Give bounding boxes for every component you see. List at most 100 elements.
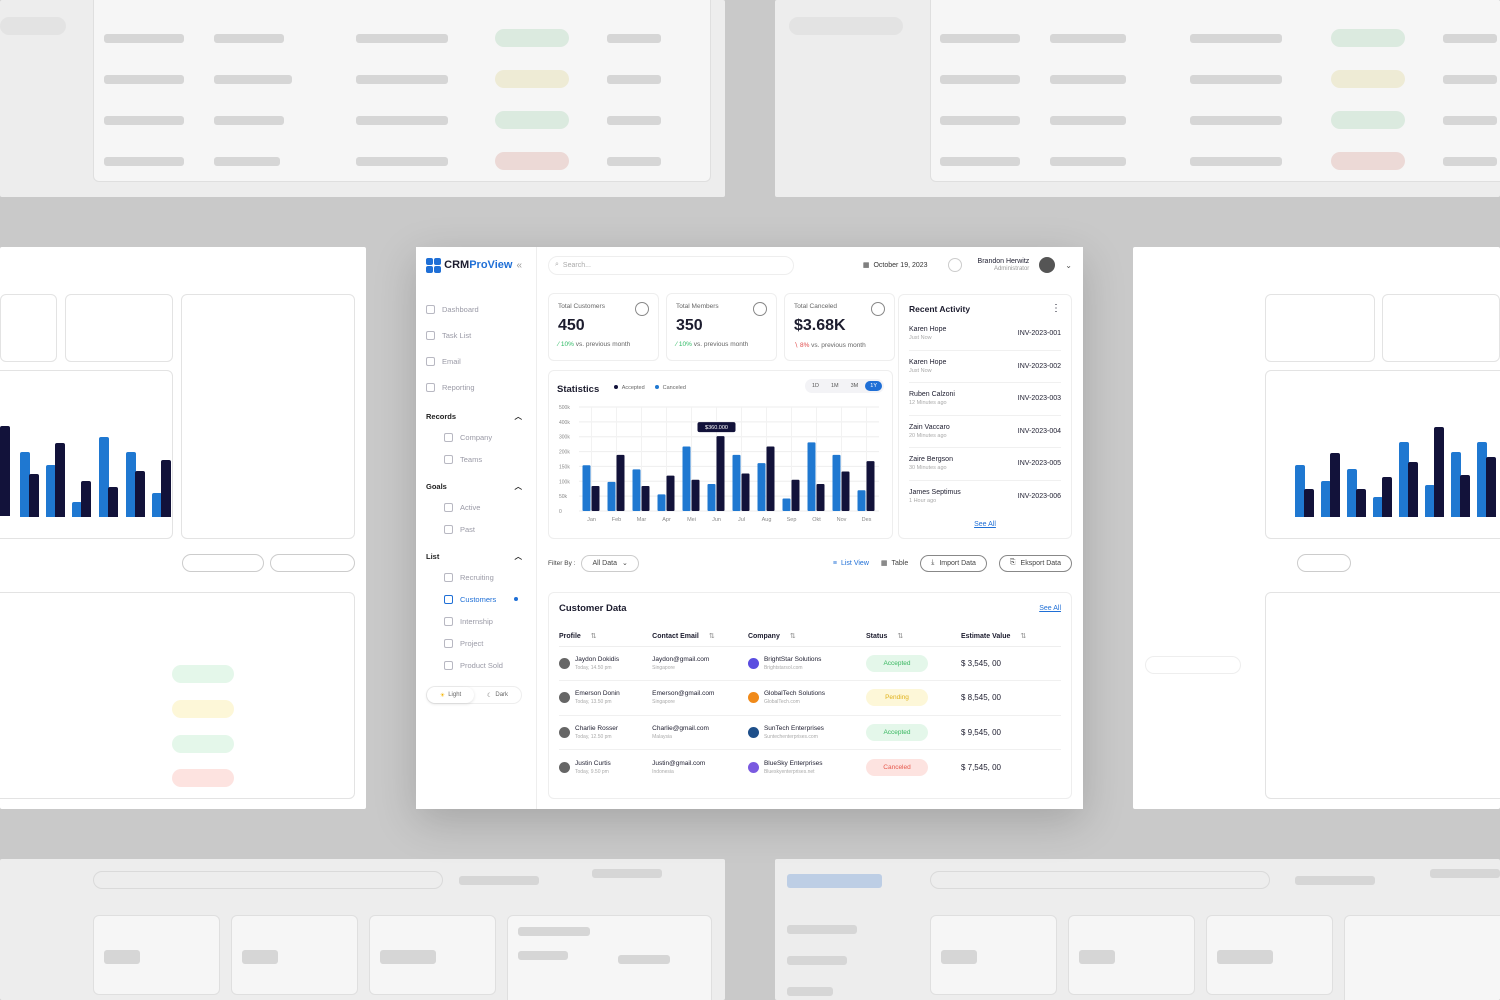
list-view-toggle[interactable]: ≡ List View <box>832 559 869 567</box>
sort-icon[interactable]: ⇅ <box>789 632 796 640</box>
nav-dashboard[interactable]: Dashboard <box>426 296 536 322</box>
nav-project[interactable]: Project <box>426 632 536 654</box>
section-goals[interactable]: Goals ︿ <box>426 481 523 491</box>
bar-canceled-nov[interactable] <box>841 471 850 511</box>
chevron-up-icon: ︿ <box>514 481 523 491</box>
x-tick-label: Des <box>862 517 872 523</box>
y-tick-label: 150k <box>559 464 570 470</box>
nav-customers[interactable]: Customers <box>426 588 536 610</box>
search-input[interactable]: ⌕ Search... <box>548 255 794 275</box>
sort-icon[interactable]: ⇅ <box>708 632 715 640</box>
bar-accepted-apr[interactable] <box>657 494 666 511</box>
table-row[interactable]: Charlie Rosser Today, 12.50 pm Charlie@gm… <box>559 715 1061 750</box>
bar-accepted-aug[interactable] <box>757 463 766 511</box>
bar-canceled-sep[interactable] <box>791 479 800 511</box>
collapse-sidebar-icon[interactable]: « <box>516 259 522 271</box>
sort-icon[interactable]: ⇅ <box>1020 632 1027 640</box>
x-tick-label: Mar <box>637 517 647 523</box>
activity-row[interactable]: Karen Hope Just Now INV-2023-001 <box>909 318 1061 351</box>
table-row[interactable]: Justin Curtis Today, 9.50 pm Justin@gmail… <box>559 750 1061 785</box>
estimate-value: $ 9,545, 00 <box>960 727 1001 737</box>
logo[interactable]: CRMProView « <box>426 248 536 282</box>
activity-row[interactable]: James Septimus 1 Hour ago INV-2023-006 <box>909 489 1061 505</box>
see-all-activity-link[interactable]: See All <box>974 521 996 528</box>
customer-table: Profile ⇅ Contact Email ⇅ Company ⇅ Status ⇅ Est… <box>559 626 1061 784</box>
trend-up-icon: ⁄ <box>676 341 678 348</box>
bar-canceled-jun[interactable] <box>716 436 725 511</box>
nav-company[interactable]: Company <box>426 426 536 448</box>
bar-canceled-mei[interactable] <box>691 479 700 511</box>
company-logo-icon <box>747 657 759 669</box>
x-tick-label: Feb <box>612 517 621 523</box>
range-selector: 1D 1M 3M 1Y <box>804 379 884 393</box>
nav-active[interactable]: Active <box>426 496 536 518</box>
range-1m[interactable]: 1M <box>830 383 839 389</box>
y-tick-label: 100k <box>559 479 570 485</box>
background-mockup-bottom-left <box>0 859 725 1000</box>
stats-row: Total Customers 450 ⁄ 10% vs. previous mo… <box>548 293 1072 361</box>
bell-icon[interactable] <box>947 258 962 272</box>
nav-product-sold[interactable]: Product Sold <box>426 654 536 676</box>
dashboard-icon <box>426 304 435 314</box>
nav-recruiting[interactable]: Recruiting <box>426 566 536 588</box>
bar-canceled-aug[interactable] <box>766 446 775 511</box>
bar-accepted-jun[interactable] <box>707 483 716 511</box>
bar-canceled-mar[interactable] <box>641 486 650 511</box>
active-icon <box>444 502 453 512</box>
column-header[interactable]: Contact Email ⇅ <box>652 626 748 647</box>
nav-reporting[interactable]: Reporting <box>426 374 536 400</box>
bar-accepted-jan[interactable] <box>582 465 591 511</box>
recent-activity-card: Recent Activity ⋮ Karen Hope Just Now INV-2… <box>898 294 1072 539</box>
user-info[interactable]: Brandon Herwitz Administrator <box>977 258 1030 272</box>
light-mode-button[interactable]: ☀ Light <box>427 687 474 703</box>
bar-accepted-nov[interactable] <box>832 454 841 511</box>
import-data-button[interactable]: ⤓ Import Data <box>920 554 987 572</box>
x-tick-label: Okt <box>812 517 821 523</box>
table-row[interactable]: Emerson Donin Today, 13.50 pm Emerson@gma… <box>559 680 1061 716</box>
bar-canceled-apr[interactable] <box>666 475 675 511</box>
table-view-toggle[interactable]: ▦ Table <box>880 559 909 568</box>
activity-row[interactable]: Zaire Bergson 30 Minutes ago INV-2023-005 <box>909 448 1061 481</box>
dark-mode-button[interactable]: ☾ Dark <box>486 692 509 699</box>
nav-internship[interactable]: Internship <box>426 610 536 632</box>
nav-past[interactable]: Past <box>426 518 536 540</box>
table-row[interactable]: Jaydon Dokidis Today, 14.50 pm Jaydon@gma… <box>559 646 1061 681</box>
bar-canceled-okt[interactable] <box>816 483 825 511</box>
more-options-icon[interactable]: ⋮ <box>1051 303 1061 314</box>
column-header[interactable]: Company ⇅ <box>747 626 866 647</box>
section-records[interactable]: Records ︿ <box>426 411 522 421</box>
bar-accepted-des[interactable] <box>857 490 866 511</box>
bar-canceled-jul[interactable] <box>741 473 750 511</box>
date-display[interactable]: ▦ October 19, 2023 <box>862 261 928 270</box>
chevron-down-icon[interactable]: ⌄ <box>1065 260 1072 270</box>
range-1y[interactable]: 1Y <box>865 381 882 391</box>
nav-teams[interactable]: Teams <box>426 448 536 470</box>
bar-accepted-okt[interactable] <box>807 442 816 511</box>
nav-task-list[interactable]: Task List <box>426 322 536 348</box>
sort-icon[interactable]: ⇅ <box>897 632 904 640</box>
column-header[interactable]: Estimate Value ⇅ <box>960 626 1061 647</box>
nav-email[interactable]: Email <box>426 348 536 374</box>
bar-canceled-jan[interactable] <box>591 486 600 511</box>
activity-row[interactable]: Ruben Calzoni 12 Minutes ago INV-2023-003 <box>909 383 1061 416</box>
see-all-customers-link[interactable]: See All <box>1039 605 1061 612</box>
sort-icon[interactable]: ⇅ <box>590 632 597 640</box>
bar-accepted-sep[interactable] <box>782 498 791 511</box>
activity-row[interactable]: Zain Vaccaro 20 Minutes ago INV-2023-004 <box>909 416 1061 448</box>
column-header[interactable]: Status ⇅ <box>866 626 961 647</box>
section-list[interactable]: List ︿ <box>426 551 522 561</box>
bar-canceled-feb[interactable] <box>616 454 625 511</box>
bar-canceled-des[interactable] <box>866 461 875 511</box>
activity-row[interactable]: Karen Hope Just Now INV-2023-002 <box>909 351 1061 383</box>
customer-data-card: Customer Data See All Profile ⇅ Contact Em… <box>548 592 1072 799</box>
bar-accepted-jul[interactable] <box>732 454 741 511</box>
export-data-button[interactable]: ⎘ Eksport Data <box>998 554 1072 572</box>
bar-accepted-mei[interactable] <box>682 446 691 511</box>
range-1d[interactable]: 1D <box>811 383 819 389</box>
bar-accepted-feb[interactable] <box>607 481 616 511</box>
avatar[interactable] <box>1039 257 1056 273</box>
column-header[interactable]: Profile ⇅ <box>559 626 653 647</box>
range-3m[interactable]: 3M <box>850 383 859 389</box>
bar-accepted-mar[interactable] <box>632 469 641 511</box>
filter-dropdown[interactable]: All Data ⌄ <box>581 554 639 572</box>
